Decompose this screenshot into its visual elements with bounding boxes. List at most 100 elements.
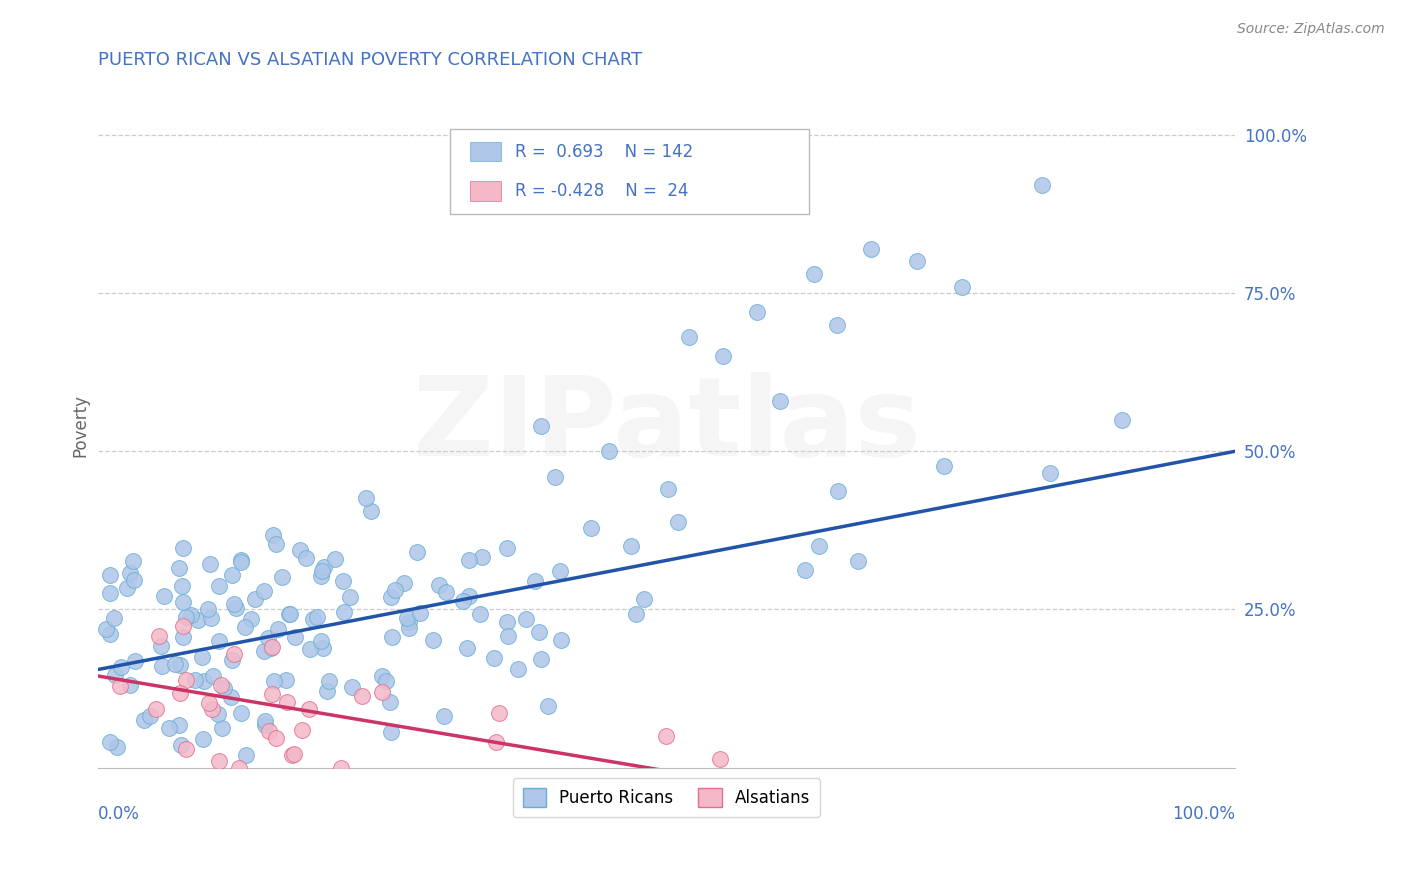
Point [104,667,127,681]
Point [316,683,339,698]
Point [153,589,176,603]
Point [318,674,340,689]
Point [152,659,174,673]
Point [173,541,195,556]
Point [380,724,402,739]
Point [333,605,356,619]
Point [266,537,288,551]
Point [309,569,332,583]
Point [198,696,221,710]
Point [360,504,382,518]
Point [488,706,510,720]
Text: 0.0%: 0.0% [97,805,139,823]
Point [295,551,318,566]
Point [115,581,138,595]
Point [262,687,284,701]
Point [305,609,328,624]
FancyBboxPatch shape [470,181,502,201]
Point [1039,466,1062,480]
Point [598,444,620,458]
Point [132,714,155,728]
Point [201,702,224,716]
Point [498,629,520,643]
Point [827,484,849,499]
Point [378,695,401,709]
Text: PUERTO RICAN VS ALSATIAN POVERTY CORRELATION CHART: PUERTO RICAN VS ALSATIAN POVERTY CORRELA… [97,51,641,69]
Point [747,305,769,319]
Point [485,735,508,749]
Point [620,539,643,553]
Point [283,630,305,644]
Point [271,570,294,584]
Point [311,634,333,648]
Point [235,747,257,762]
Point [225,600,247,615]
Point [174,609,197,624]
Point [207,706,229,721]
Point [263,673,285,688]
Point [456,641,478,656]
Point [803,267,825,281]
Point [678,330,700,344]
Point [264,731,287,745]
Point [290,542,312,557]
Point [398,615,420,629]
Point [291,723,314,737]
Text: Source: ZipAtlas.com: Source: ZipAtlas.com [1237,22,1385,37]
Point [253,714,276,729]
Point [121,554,143,568]
Point [98,626,121,640]
Point [380,591,402,605]
Point [267,622,290,636]
Point [239,612,262,626]
Point [524,574,547,589]
Point [212,681,235,695]
Point [537,699,560,714]
Point [98,735,121,749]
Point [471,550,494,565]
Point [281,747,304,762]
Point [398,621,420,635]
Point [666,515,689,529]
Point [208,634,231,648]
Point [197,602,219,616]
Point [108,679,131,693]
Point [172,630,194,644]
Point [253,584,276,599]
Point [371,669,394,683]
Point [124,654,146,668]
Point [457,589,479,603]
Point [515,612,537,626]
Point [209,678,232,692]
Point [495,615,517,629]
Point [228,761,250,775]
Point [579,521,602,535]
Point [354,491,377,505]
Point [172,595,194,609]
Point [157,721,180,735]
Point [371,685,394,699]
Point [148,629,170,643]
Point [169,658,191,673]
Point [544,470,567,484]
Text: R =  0.693    N = 142: R = 0.693 N = 142 [515,143,693,161]
Point [406,544,429,558]
Point [118,678,141,692]
Point [530,418,553,433]
FancyBboxPatch shape [470,142,502,161]
Point [381,630,404,644]
Point [221,568,243,582]
Point [118,566,141,581]
Point [422,633,444,648]
Point [458,553,481,567]
Point [298,702,321,716]
Point [482,651,505,665]
Point [392,575,415,590]
Point [202,669,225,683]
Point [794,563,817,577]
Point [496,541,519,556]
Text: 100.0%: 100.0% [1173,805,1236,823]
Point [170,738,193,752]
FancyBboxPatch shape [450,128,808,214]
Point [221,652,243,666]
